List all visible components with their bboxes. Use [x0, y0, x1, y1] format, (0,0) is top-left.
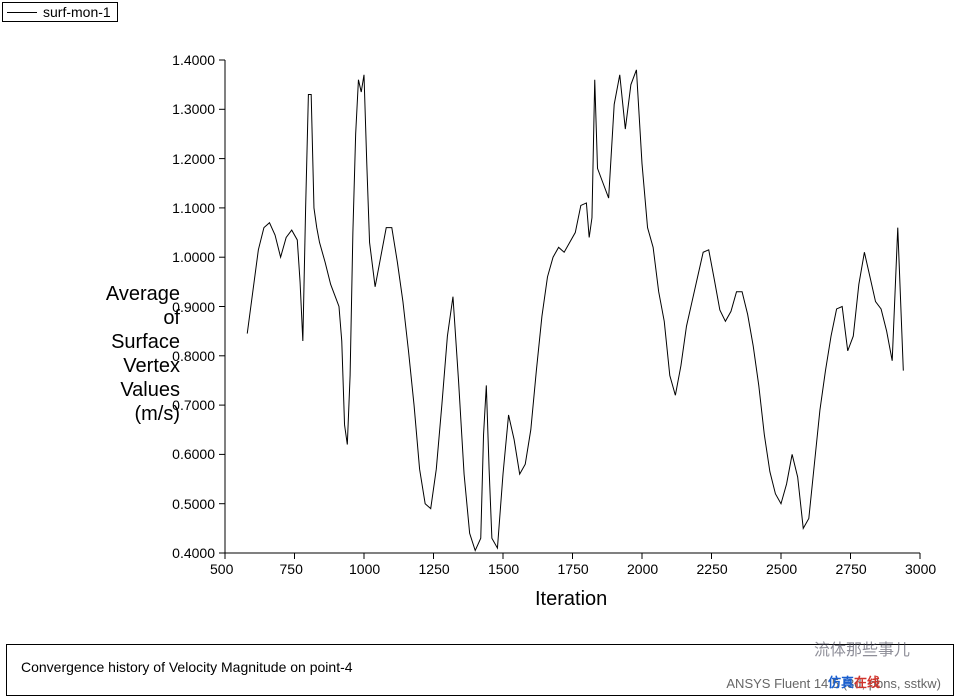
y-tick-label: 1.0000	[172, 249, 215, 265]
x-tick-label: 2750	[836, 561, 867, 577]
y-tick-label: 0.9000	[172, 299, 215, 315]
y-tick-label: 1.3000	[172, 101, 215, 117]
x-tick-label: 3000	[905, 561, 936, 577]
x-tick-label: 500	[210, 561, 233, 577]
x-tick-label: 1250	[419, 561, 450, 577]
x-tick-label: 750	[280, 561, 303, 577]
y-tick-label: 1.1000	[172, 200, 215, 216]
y-tick-label: 0.4000	[172, 545, 215, 561]
y-tick-label: 0.8000	[172, 348, 215, 364]
y-tick-label: 0.5000	[172, 496, 215, 512]
y-tick-label: 0.6000	[172, 446, 215, 462]
y-tick-label: 0.7000	[172, 397, 215, 413]
footer-panel: Convergence history of Velocity Magnitud…	[6, 644, 954, 696]
x-tick-label: 1750	[558, 561, 589, 577]
y-tick-label: 1.2000	[172, 151, 215, 167]
footer-title: Convergence history of Velocity Magnitud…	[21, 659, 353, 675]
watermark-tag: 仿真在线	[828, 672, 880, 691]
line-chart	[0, 0, 960, 640]
x-tick-label: 2000	[627, 561, 658, 577]
x-tick-label: 1000	[349, 561, 380, 577]
x-tick-label: 2250	[697, 561, 728, 577]
x-tick-label: 2500	[766, 561, 797, 577]
x-tick-label: 1500	[488, 561, 519, 577]
y-tick-label: 1.4000	[172, 52, 215, 68]
